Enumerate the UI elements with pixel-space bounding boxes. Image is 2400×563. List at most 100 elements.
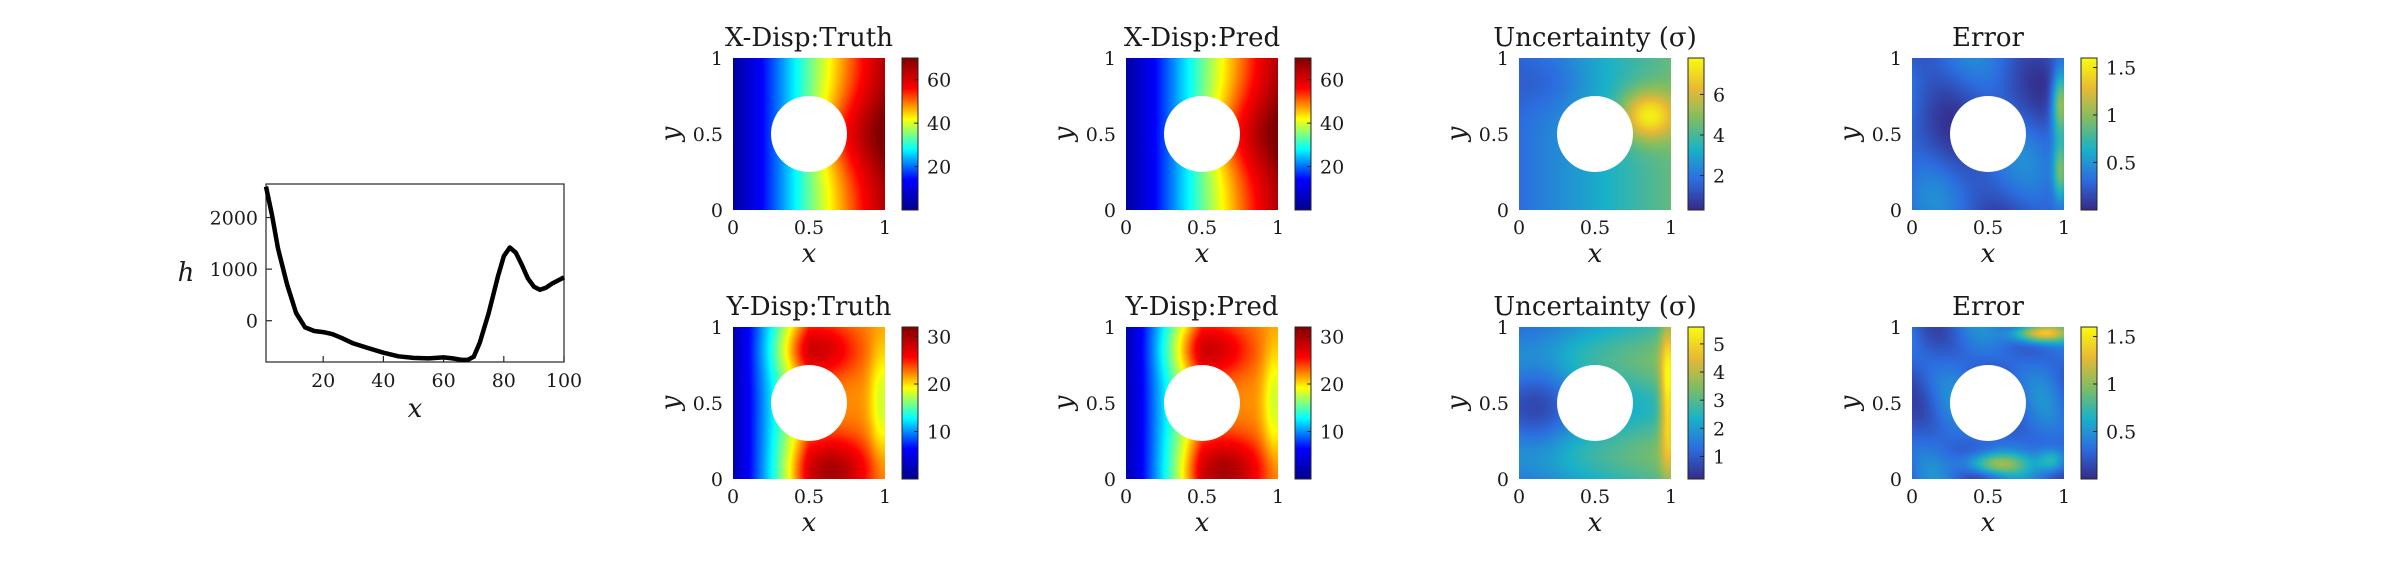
y-axis-label: y xyxy=(1049,126,1079,142)
x-tick-label: 0 xyxy=(727,217,739,239)
x-axis-label: x xyxy=(1588,508,1603,538)
x-tick-label: 0.5 xyxy=(794,486,824,508)
x-tick-label: 1 xyxy=(1665,217,1677,239)
x-tick-label: 0 xyxy=(1120,486,1132,508)
x-axis-label: x xyxy=(1981,239,1996,269)
colorbar-tick-label: 20 xyxy=(1320,157,1344,179)
x-tick-label: 100 xyxy=(546,370,582,392)
x-tick-label: 0 xyxy=(1513,486,1525,508)
x-tick-label: 0.5 xyxy=(1580,486,1610,508)
y-tick-label: 1 xyxy=(1890,48,1902,70)
y-tick-label: 0 xyxy=(1497,469,1509,491)
y-axis-label: h xyxy=(178,258,195,288)
x-axis-label: x xyxy=(1195,508,1210,538)
x-tick-label: 1 xyxy=(1272,486,1284,508)
colorbar xyxy=(1687,326,1705,480)
x-axis-label: x xyxy=(802,508,817,538)
x-tick-label: 80 xyxy=(492,370,516,392)
plot-frame xyxy=(265,183,565,363)
y-tick-label: 0 xyxy=(1104,469,1116,491)
y-tick-label: 0.5 xyxy=(1086,393,1116,415)
x-tick-label: 40 xyxy=(371,370,395,392)
x-tick-label: 0.5 xyxy=(1973,217,2003,239)
y-tick-label: 0.5 xyxy=(1872,393,1902,415)
panel-title: Uncertainty (σ) xyxy=(1493,23,1696,53)
x-tick-label: 0.5 xyxy=(1187,217,1217,239)
colorbar xyxy=(1294,57,1312,211)
colorbar xyxy=(901,326,919,480)
series-line-0 xyxy=(263,186,566,363)
x-tick-label: 0 xyxy=(1513,217,1525,239)
y-axis-label: y xyxy=(1442,126,1472,142)
circular-hole xyxy=(1557,365,1633,441)
y-tick-label: 1 xyxy=(1497,48,1509,70)
y-tick-label: 0.5 xyxy=(1086,124,1116,146)
colorbar-tick-label: 40 xyxy=(927,113,951,135)
x-axis-label: x xyxy=(802,239,817,269)
circular-hole xyxy=(1950,96,2026,172)
y-tick-label: 1000 xyxy=(210,259,258,281)
circular-hole xyxy=(1164,365,1240,441)
colorbar-tick-label: 3 xyxy=(1713,390,1725,412)
y-tick-label: 1 xyxy=(1104,317,1116,339)
y-axis-label: y xyxy=(656,126,686,142)
colorbar-tick-label: 1.5 xyxy=(2106,58,2136,80)
x-tick-label: 1 xyxy=(879,217,891,239)
colorbar-tick-label: 1.5 xyxy=(2106,327,2136,349)
colorbar-tick-label: 10 xyxy=(1320,422,1344,444)
circular-hole xyxy=(1164,96,1240,172)
y-tick-label: 0 xyxy=(1890,200,1902,222)
colorbar xyxy=(2080,326,2098,480)
panel-title: Error xyxy=(1952,292,2024,322)
y-tick-label: 0 xyxy=(1104,200,1116,222)
x-tick-label: 60 xyxy=(432,370,456,392)
heatmap-panel-x-disp-pred: 0 0.5 1 0 0.5 1 X-Disp:Pred x y 20 40 60 xyxy=(1049,23,1344,269)
colorbar-tick-label: 2 xyxy=(1713,418,1725,440)
colorbar-tick-label: 1 xyxy=(2106,105,2118,127)
x-tick-label: 20 xyxy=(311,370,335,392)
colorbar-tick-label: 30 xyxy=(927,327,951,349)
colorbar-tick-label: 6 xyxy=(1713,84,1725,106)
y-tick-label: 1 xyxy=(1104,48,1116,70)
colorbar xyxy=(901,57,919,211)
x-tick-label: 0.5 xyxy=(794,217,824,239)
x-tick-label: 1 xyxy=(1665,486,1677,508)
circular-hole xyxy=(771,365,847,441)
x-tick-label: 0 xyxy=(1906,217,1918,239)
panel-title: X-Disp:Pred xyxy=(1124,23,1280,53)
y-axis-label: y xyxy=(1835,126,1865,142)
colorbar-tick-label: 1 xyxy=(1713,446,1725,468)
colorbar xyxy=(1687,57,1705,211)
x-tick-label: 0.5 xyxy=(1973,486,2003,508)
colorbar-tick-label: 5 xyxy=(1713,334,1725,356)
panel-title: Y-Disp:Pred xyxy=(1125,292,1279,322)
colorbar-tick-label: 60 xyxy=(927,70,951,92)
colorbar-tick-label: 40 xyxy=(1320,113,1344,135)
x-tick-label: 1 xyxy=(2058,217,2070,239)
y-axis-label: y xyxy=(1442,395,1472,411)
heatmap-panel-y-error: 0 0.5 1 0 0.5 1 Error x y 0.5 1 1.5 xyxy=(1835,292,2136,538)
colorbar-tick-label: 20 xyxy=(927,374,951,396)
y-tick-label: 0 xyxy=(1890,469,1902,491)
x-tick-label: 0 xyxy=(1120,217,1132,239)
colorbar xyxy=(1294,326,1312,480)
y-tick-label: 0 xyxy=(711,469,723,491)
colorbar-tick-label: 20 xyxy=(1320,374,1344,396)
panel-title: Error xyxy=(1952,23,2024,53)
x-axis-label: x xyxy=(1588,239,1603,269)
y-tick-label: 1 xyxy=(711,48,723,70)
circular-hole xyxy=(1950,365,2026,441)
y-axis-label: y xyxy=(656,395,686,411)
x-tick-label: 1 xyxy=(879,486,891,508)
y-tick-label: 0.5 xyxy=(1479,393,1509,415)
colorbar-tick-label: 0.5 xyxy=(2106,153,2136,175)
y-tick-label: 1 xyxy=(711,317,723,339)
y-tick-label: 0.5 xyxy=(693,393,723,415)
circular-hole xyxy=(1557,96,1633,172)
x-tick-label: 0 xyxy=(1906,486,1918,508)
